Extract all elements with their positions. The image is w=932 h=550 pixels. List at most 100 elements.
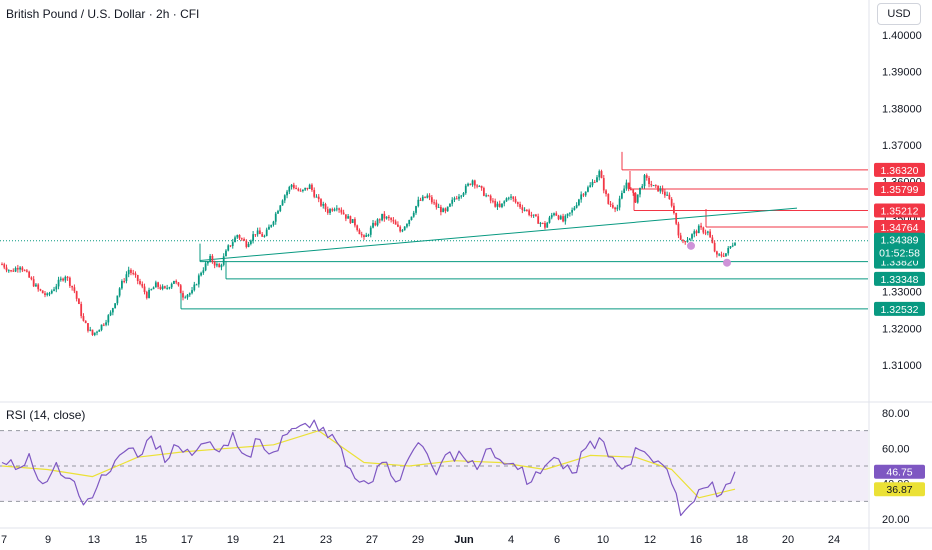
candle-body [179, 285, 182, 294]
candle-body [731, 245, 734, 247]
candle-body [446, 206, 449, 212]
candle-body [403, 226, 406, 231]
time-tick-label: 17 [181, 534, 193, 546]
candle-body [367, 234, 370, 236]
candle-body [225, 250, 227, 257]
candle-body [716, 251, 718, 255]
price-tick-label: 1.31000 [882, 360, 922, 372]
candle-body [218, 264, 221, 268]
candle-body [512, 196, 515, 199]
candle-body [50, 290, 53, 294]
candle-body [385, 216, 388, 219]
candle-body [324, 204, 327, 210]
candle-body [580, 194, 583, 200]
time-tick-label: 20 [782, 534, 794, 546]
candle-body [301, 189, 304, 192]
price-tick-label: 1.39000 [882, 67, 922, 79]
time-tick-label: 12 [644, 534, 656, 546]
candle-body [64, 276, 67, 281]
candle-body [213, 261, 216, 266]
time-tick-label: 29 [412, 534, 424, 546]
candle-body [605, 190, 607, 194]
candle-body [1, 264, 3, 266]
candle-body [634, 192, 637, 203]
level-price-badge [874, 301, 925, 316]
candle-body [537, 216, 540, 224]
level-price-label: 1.34764 [881, 222, 919, 234]
candle-body [150, 289, 153, 291]
candle-body [130, 269, 132, 273]
candle-body [317, 196, 320, 200]
candle-body [96, 331, 98, 333]
candle-body [231, 242, 234, 246]
candle-body [107, 315, 110, 323]
candle-body [82, 316, 85, 321]
candle-body [449, 203, 451, 207]
candle-body [489, 195, 492, 201]
candle-body [679, 235, 682, 240]
candle-body [35, 284, 37, 287]
time-tick-label: 16 [690, 534, 702, 546]
candle-body [173, 280, 175, 284]
candle-body [356, 225, 359, 231]
candle-body [177, 282, 180, 286]
level-price-label: 1.35799 [881, 184, 919, 196]
candle-body [75, 291, 78, 299]
time-tick-label: 18 [736, 534, 748, 546]
rsi-tick-label: 20.00 [882, 514, 910, 526]
candle-body [419, 199, 422, 201]
current-price-badge [874, 232, 925, 261]
candle-body [84, 320, 87, 324]
candle-body [295, 188, 298, 190]
candle-body [365, 235, 368, 237]
level-price-badge [874, 162, 925, 177]
candle-body [216, 264, 218, 266]
rsi-indicator-title[interactable]: RSI (14, close) [6, 408, 86, 422]
candle-body [132, 272, 135, 274]
candle-body [455, 198, 458, 200]
candle-body [485, 195, 488, 197]
candle-body [577, 199, 580, 206]
candle-body [652, 185, 655, 187]
time-tick-label: 6 [554, 534, 560, 546]
candle-body [480, 185, 483, 189]
candle-body [394, 221, 397, 225]
candle-body [550, 215, 553, 218]
candle-body [482, 188, 485, 196]
candle-body [329, 209, 331, 213]
horizontal-levels[interactable] [0, 151, 868, 310]
currency-button[interactable]: USD [877, 3, 921, 25]
candle-body [673, 205, 675, 214]
price-tick-label: 1.38000 [882, 103, 922, 115]
price-tick-label: 1.33000 [882, 287, 922, 299]
time-tick-label: 27 [366, 534, 378, 546]
level-price-badge [874, 219, 925, 234]
candle-body [505, 198, 508, 202]
candle-body [435, 202, 438, 208]
candle-body [37, 284, 40, 290]
candle-body [204, 263, 207, 271]
candle-body [116, 295, 119, 304]
candle-body [623, 188, 626, 194]
candle-body [650, 184, 653, 186]
price-tick-label: 1.37000 [882, 140, 922, 152]
candle-body [729, 246, 732, 249]
candle-body [21, 267, 24, 271]
candle-body [311, 184, 313, 191]
candle-body [136, 275, 139, 282]
candle-body [471, 180, 474, 185]
candle-body [254, 234, 257, 236]
candle-body [152, 287, 155, 290]
candle-body [501, 203, 503, 208]
candle-body [98, 329, 101, 332]
candle-body [249, 240, 252, 244]
candle-body [598, 171, 601, 178]
candle-body [661, 188, 664, 192]
candle-body [587, 187, 589, 192]
candle-body [340, 209, 343, 213]
candle-body [59, 278, 62, 280]
candle-body [713, 242, 716, 252]
time-tick-label: 19 [227, 534, 239, 546]
